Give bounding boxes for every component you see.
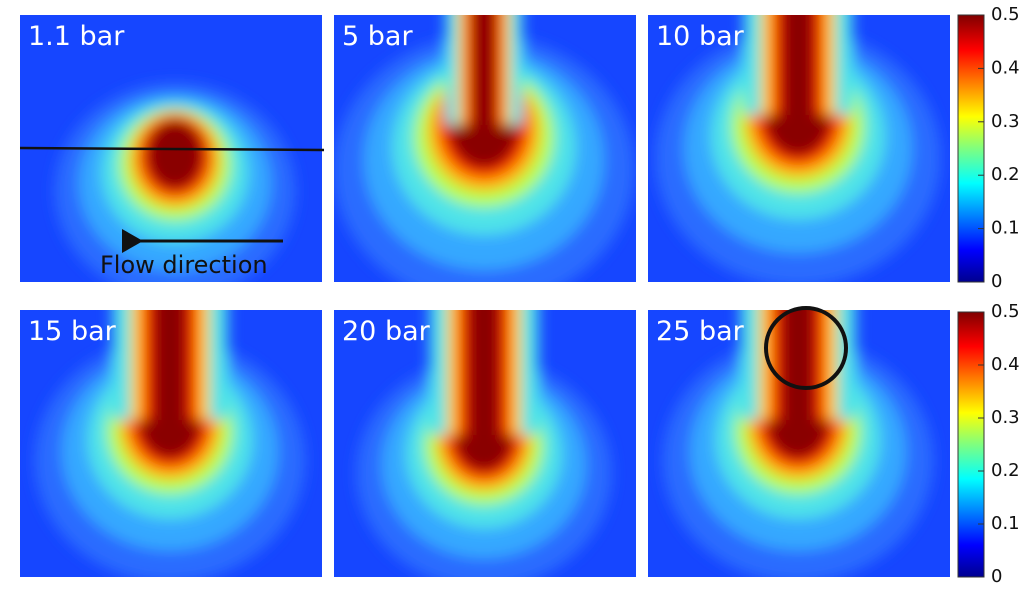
panel-label: 20 bar xyxy=(342,316,431,347)
colorbar-scale xyxy=(957,311,985,578)
plume xyxy=(35,310,305,577)
tick-label: 0 xyxy=(991,271,1002,292)
heatmap-field xyxy=(20,310,322,577)
colorbar: 0 0.1 0.2 0.3 0.4 0.5 xyxy=(957,4,1020,292)
tick-label: 0.2 xyxy=(991,164,1020,185)
jet-layer xyxy=(472,15,496,125)
heatmap-field xyxy=(20,15,322,282)
heatmap-panel: 1.1 bar xyxy=(20,15,322,282)
plume xyxy=(334,15,634,282)
plume-layer xyxy=(146,119,204,191)
heatmap-field xyxy=(334,15,636,282)
tick-label: 0.2 xyxy=(991,460,1020,481)
profile-line xyxy=(19,146,325,152)
heatmap-panel: 15 bar xyxy=(20,310,322,577)
tick-label: 0.3 xyxy=(991,407,1020,428)
jet-layer xyxy=(781,15,815,115)
plume xyxy=(655,15,941,282)
heatmap-panel: 20 bar xyxy=(334,310,636,577)
annotations: Flow direction xyxy=(19,146,848,390)
tick-label: 0.1 xyxy=(991,513,1020,534)
heatmap-panel: 5 bar xyxy=(334,15,636,282)
tick-label: 0.1 xyxy=(991,218,1020,239)
jet-layer xyxy=(467,310,501,435)
highlight-circle xyxy=(764,306,848,390)
jet-layer xyxy=(152,310,188,420)
tick-label: 0.3 xyxy=(991,111,1020,132)
plume xyxy=(356,310,612,577)
colorbar-scale xyxy=(957,14,985,283)
tick-label: 0 xyxy=(991,566,1002,587)
heatmap-panel: 10 bar xyxy=(648,15,950,282)
panel-label: 25 bar xyxy=(656,316,745,347)
tick-label: 0.4 xyxy=(991,354,1020,375)
plume xyxy=(55,83,295,282)
heatmap-field xyxy=(334,310,636,577)
flow-label: Flow direction xyxy=(100,251,268,279)
panel-label: 5 bar xyxy=(342,21,413,52)
heatmap-panel: 25 bar xyxy=(648,310,950,577)
tick-label: 0.5 xyxy=(991,4,1020,25)
panel-label: 10 bar xyxy=(656,21,745,52)
tick-label: 0.4 xyxy=(991,57,1020,78)
colorbar: 0 0.1 0.2 0.3 0.4 0.5 xyxy=(957,301,1020,587)
heatmap-field xyxy=(648,15,950,282)
panels: 1.1 bar 5 bar 10 bar 15 bar 20 bar 25 bar 0 0.1… xyxy=(20,4,1020,587)
panel-label: 15 bar xyxy=(28,316,117,347)
tick-label: 0.5 xyxy=(991,301,1020,322)
panel-label: 1.1 bar xyxy=(28,21,125,52)
jet-layer xyxy=(780,310,816,420)
